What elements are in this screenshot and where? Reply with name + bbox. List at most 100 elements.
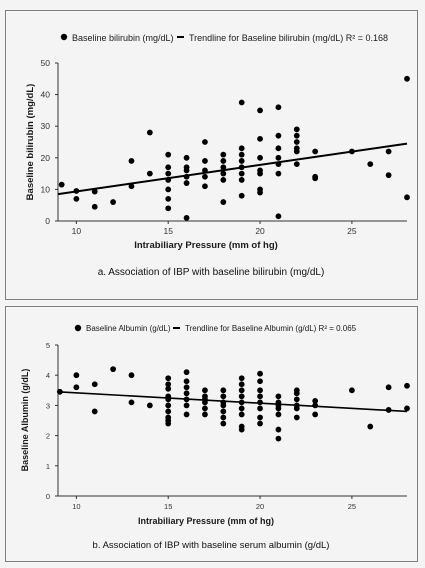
data-point: [165, 381, 172, 388]
data-point: [183, 167, 190, 174]
data-point: [183, 402, 190, 409]
data-point: [275, 426, 282, 433]
data-point: [257, 135, 263, 142]
data-point: [183, 214, 190, 221]
data-point: [183, 154, 190, 161]
data-point: [238, 158, 245, 164]
data-point: [165, 385, 172, 392]
data-point: [220, 151, 227, 158]
data-point: [110, 199, 117, 205]
legend-points-label: Baseline Albumin (g/dL): [86, 324, 171, 333]
data-point: [385, 148, 392, 155]
albumin-scatter-chart: Baseline Albumin (g/dL) Trendline for Ba…: [20, 324, 410, 551]
data-point: [257, 387, 263, 394]
data-point: [220, 414, 227, 421]
data-point: [404, 194, 410, 201]
data-point: [165, 205, 172, 212]
legend-point-marker: [74, 324, 82, 332]
data-point: [257, 107, 263, 114]
data-point: [220, 158, 227, 164]
chart-panel-bilirubin: Baseline bilirubin (mg/dL) Trendline for…: [5, 10, 418, 300]
data-point: [73, 372, 80, 379]
data-point: [165, 151, 172, 158]
data-point: [165, 408, 172, 415]
chart-panel-albumin: Baseline Albumin (g/dL) Trendline for Ba…: [5, 306, 418, 562]
data-point: [165, 186, 172, 193]
data-point: [293, 139, 300, 145]
data-point: [238, 393, 245, 400]
data-point: [293, 132, 300, 139]
legend-trendline-label: Trendline for Baseline Albumin (g/dL) R²…: [185, 324, 357, 333]
data-point: [367, 161, 374, 168]
data-point: [293, 126, 300, 133]
data-point: [275, 405, 282, 412]
x-tick-label: 25: [347, 226, 357, 236]
data-point: [238, 192, 245, 199]
data-point: [110, 366, 117, 373]
data-point: [404, 75, 410, 82]
data-point: [238, 170, 245, 177]
data-point: [257, 189, 263, 196]
legend-points-label: Baseline bilirubin (mg/dL): [72, 33, 174, 43]
x-tick-label: 10: [72, 226, 82, 236]
data-point: [183, 411, 190, 418]
data-point: [202, 158, 208, 164]
data-point: [293, 390, 300, 397]
data-point: [165, 420, 172, 427]
data-point: [183, 369, 190, 376]
data-point: [91, 408, 98, 415]
x-axis-label: Intrabiliary Pressure (mm of hg): [134, 240, 278, 251]
data-point: [238, 375, 245, 382]
data-point: [202, 387, 208, 394]
trendline: [57, 391, 408, 413]
data-point: [146, 129, 153, 136]
data-point: [128, 183, 135, 190]
data-point: [220, 420, 227, 427]
data-point: [220, 199, 227, 205]
data-point: [73, 384, 80, 391]
data-point: [202, 173, 208, 180]
data-point: [220, 164, 227, 171]
data-point: [128, 399, 135, 406]
data-point: [238, 381, 245, 388]
data-point: [257, 405, 263, 412]
data-point: [146, 402, 153, 409]
chart-caption: a. Association of IBP with baseline bili…: [98, 267, 325, 278]
y-tick-label: 40: [41, 90, 51, 100]
data-point: [312, 411, 319, 418]
y-axis-label: Baseline bilirubin (mg/dL): [25, 84, 36, 201]
data-point: [293, 396, 300, 403]
data-point: [257, 393, 263, 400]
x-tick-label: 20: [255, 226, 265, 236]
data-point: [91, 203, 98, 210]
data-point: [257, 170, 263, 177]
data-point: [275, 145, 282, 152]
data-point: [257, 370, 263, 377]
legend-trendline-label: Trendline for Baseline bilirubin (mg/dL)…: [189, 33, 388, 43]
y-tick-label: 0: [46, 492, 50, 501]
data-point: [220, 177, 227, 183]
data-point: [128, 372, 135, 379]
x-tick-label: 10: [72, 502, 80, 511]
y-tick-label: 4: [46, 371, 50, 380]
data-point: [312, 397, 319, 404]
data-point: [293, 405, 300, 412]
data-point: [275, 132, 282, 139]
data-point: [275, 154, 282, 161]
data-point: [165, 170, 172, 177]
x-tick-label: 15: [164, 502, 172, 511]
x-tick-label: 20: [256, 502, 264, 511]
data-point: [257, 154, 263, 161]
data-point: [183, 390, 190, 397]
data-point: [73, 195, 80, 202]
data-point: [275, 393, 282, 400]
data-point: [146, 170, 153, 177]
trendline: [57, 142, 408, 196]
y-tick-label: 5: [46, 341, 50, 350]
data-point: [293, 148, 300, 155]
data-point: [238, 145, 245, 152]
data-point: [385, 172, 392, 179]
data-point: [275, 170, 282, 177]
data-point: [165, 195, 172, 202]
y-tick-label: 1: [46, 462, 50, 471]
